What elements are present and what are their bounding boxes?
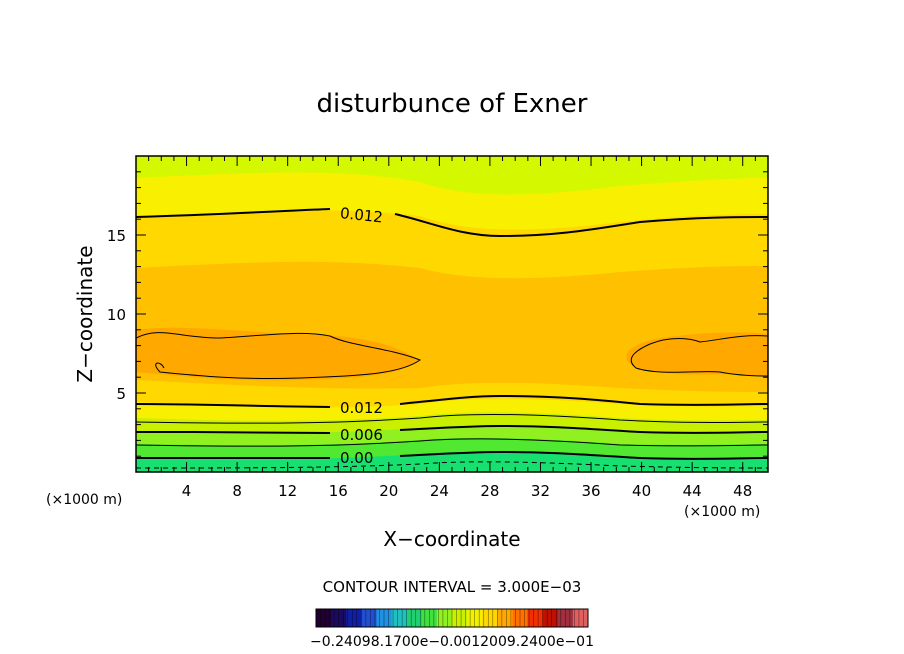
x-axis-label: X−coordinate (383, 527, 520, 551)
colorbar-segment (361, 609, 377, 627)
x-tick-label: 44 (683, 482, 702, 500)
contour-interval-note: CONTOUR INTERVAL = 3.000E−03 (323, 578, 582, 596)
colorbar-segment (527, 609, 544, 627)
plot-area (136, 156, 768, 472)
field-band-orange-left (136, 327, 420, 381)
colorbar-segment (452, 609, 468, 627)
colorbar-segment (572, 609, 589, 627)
x-tick-label: 12 (278, 482, 297, 500)
x-axis-unit-left: (×1000 m) (46, 492, 122, 508)
contour-line-0.012-lower (136, 394, 768, 408)
colorbar-labels: −0.24098.1700e−0.0012009.2400e−01 (310, 634, 594, 650)
x-tick-label: 16 (329, 482, 348, 500)
x-tick-label: 36 (581, 482, 600, 500)
y-axis-ticks: 5 10 15 (107, 171, 768, 457)
colorbar-segment (391, 609, 408, 627)
field-band-orange-right (626, 332, 768, 376)
y-tick-label: 10 (107, 306, 126, 324)
x-tick-label: 8 (232, 482, 242, 500)
x-axis-unit-right: (×1000 m) (684, 504, 760, 520)
x-tick-label: 24 (430, 482, 449, 500)
colorbar-segment (406, 609, 423, 627)
y-axis-label: Z−coordinate (73, 245, 97, 382)
contour-line-0.009 (136, 413, 768, 424)
colorbar-segment (436, 609, 453, 627)
contour-label-0.012-upper: 0.012 (339, 204, 384, 226)
contour-line-negative (136, 461, 768, 469)
colorbar-segment (497, 609, 513, 627)
contour-label-0.006: 0.006 (340, 426, 383, 444)
colorbar-segment (542, 609, 559, 627)
x-tick-label: 20 (379, 482, 398, 500)
contour-line-orange-right (630, 335, 768, 377)
colorbar-segment (316, 609, 332, 627)
x-tick-label: 40 (632, 482, 651, 500)
x-axis-ticks: 4 8 12 16 20 24 28 32 36 40 44 48 (148, 156, 756, 500)
contour-line-0.00 (136, 450, 768, 460)
colorbar-segment (346, 609, 362, 627)
colorbar-frame (315, 608, 589, 628)
x-tick-label: 28 (480, 482, 499, 500)
x-tick-label: 4 (182, 482, 192, 500)
contour-label-0.00: 0.00 (340, 449, 373, 467)
contour-line-0.003 (136, 438, 768, 447)
chart-title: disturbunce of Exner (317, 89, 588, 119)
contour-line-0.006 (136, 424, 768, 434)
colorbar (316, 609, 589, 627)
contour-line-0.012-upper (136, 208, 768, 238)
contour-label-0.012-lower: 0.012 (340, 399, 383, 417)
x-tick-label: 48 (733, 482, 752, 500)
colorbar-segment (482, 609, 498, 627)
contour-line-orange-left (136, 332, 422, 380)
x-tick-label: 32 (531, 482, 550, 500)
y-tick-label: 5 (116, 385, 126, 403)
y-tick-label: 15 (107, 227, 126, 245)
